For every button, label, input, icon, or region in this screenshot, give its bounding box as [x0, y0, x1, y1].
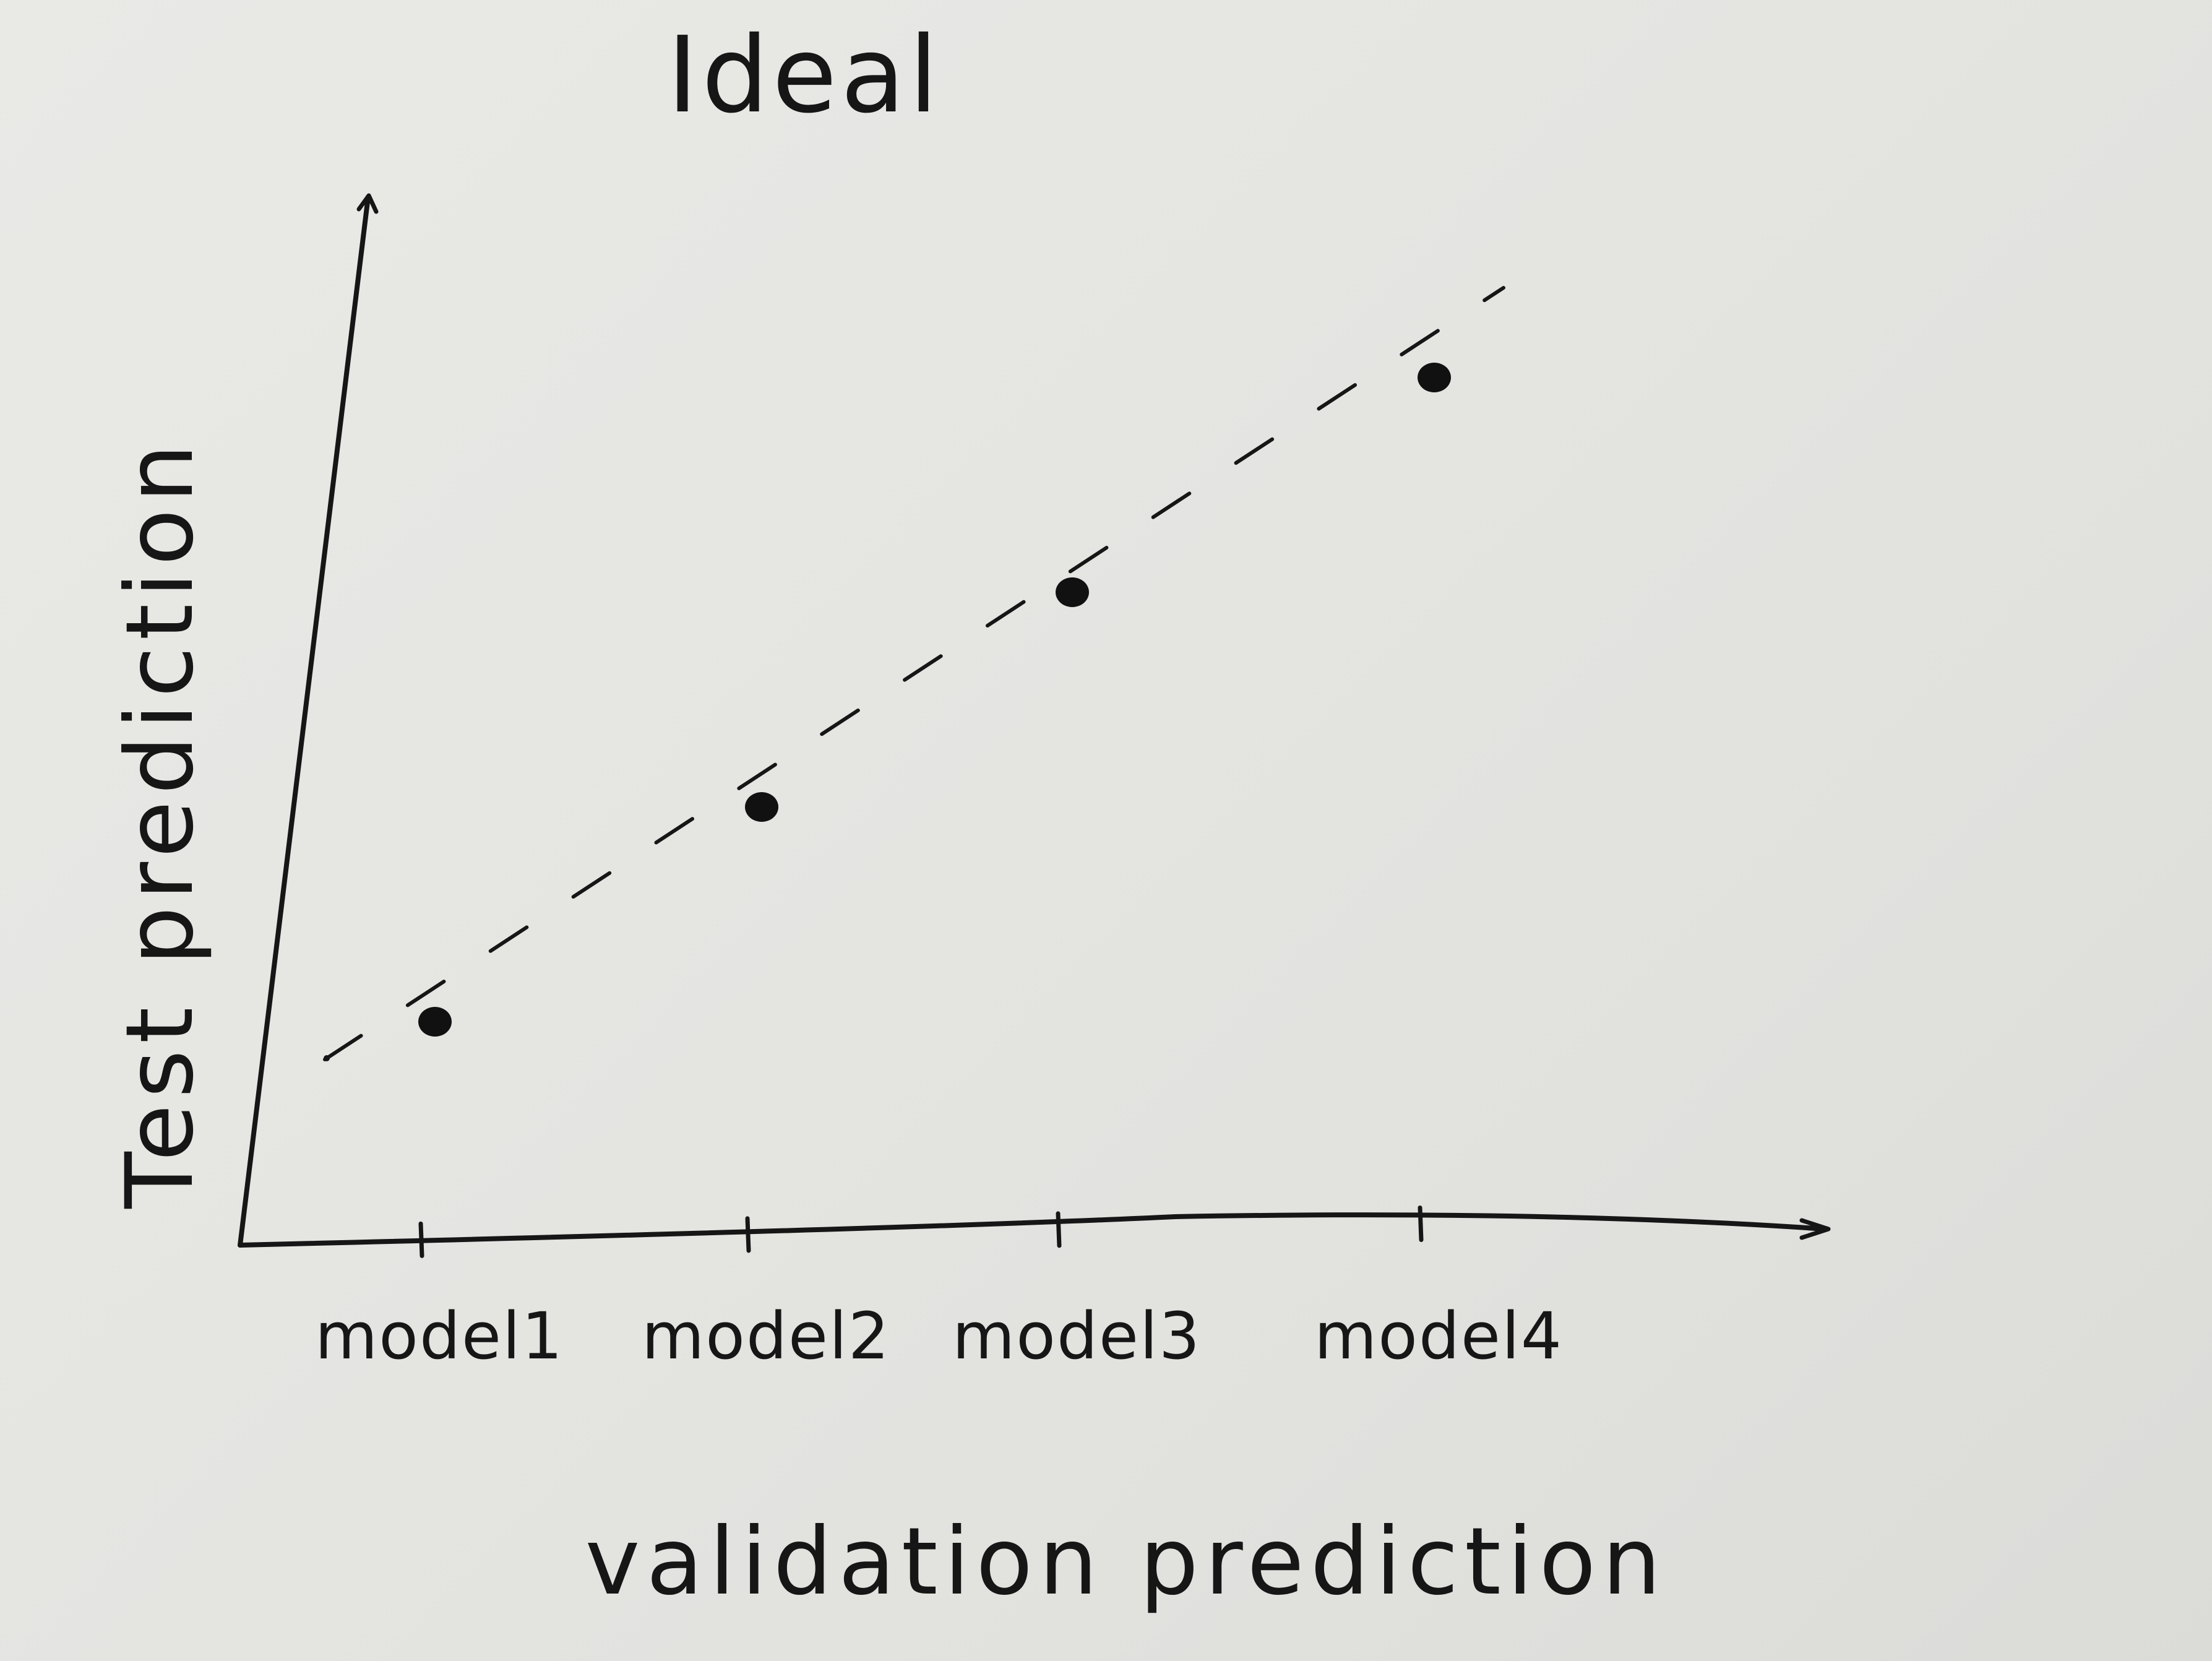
y-axis-title: Test prediction	[106, 438, 214, 1209]
chart-title: Ideal	[667, 14, 942, 137]
ideal-dashed-line	[323, 286, 1505, 1061]
data-point-1	[418, 1007, 452, 1037]
x-tick-label-2: model2	[642, 1298, 890, 1374]
x-tick-3	[1056, 1211, 1062, 1248]
x-ticks	[418, 1205, 1424, 1258]
x-axis-title: validation prediction	[585, 1508, 1668, 1616]
y-axis-line	[238, 194, 371, 1248]
y-axis-arrow	[356, 193, 379, 214]
data-point-4	[1418, 363, 1451, 392]
data-point-3	[1056, 577, 1089, 607]
x-tick-1	[418, 1221, 424, 1258]
x-tick-2	[745, 1216, 751, 1253]
x-axis-arrow	[1799, 1218, 1831, 1240]
x-tick-4	[1418, 1205, 1424, 1242]
x-tick-labels: model1 model2 model3 model4	[315, 1298, 1563, 1374]
x-tick-label-4: model4	[1314, 1298, 1563, 1374]
x-tick-label-3: model3	[952, 1298, 1201, 1374]
data-points	[418, 363, 1451, 1037]
stray-dot	[324, 1055, 330, 1061]
data-point-2	[745, 792, 778, 822]
x-axis-line	[238, 1212, 1828, 1248]
x-tick-label-1: model1	[315, 1298, 564, 1374]
